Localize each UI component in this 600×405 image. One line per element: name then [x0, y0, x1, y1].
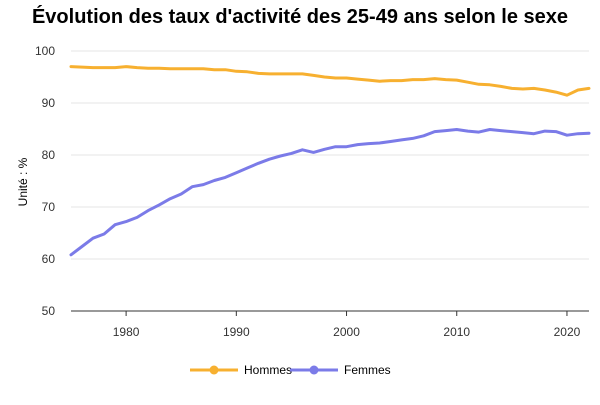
- x-tick-label: 2000: [333, 325, 360, 339]
- x-tick-label: 1990: [223, 325, 250, 339]
- legend-swatch-marker: [309, 365, 319, 375]
- y-axis-title: Unité : %: [16, 157, 30, 206]
- y-tick-label: 50: [42, 304, 56, 318]
- x-tick-label: 1980: [113, 325, 140, 339]
- series-line-hommes: [69, 65, 591, 97]
- y-tick-label: 100: [35, 44, 55, 58]
- legend-label: Hommes: [244, 363, 292, 377]
- x-tick-label: 2010: [443, 325, 470, 339]
- y-tick-label: 70: [42, 200, 56, 214]
- y-tick-label: 60: [42, 252, 56, 266]
- legend-item-femmes[interactable]: Femmes: [290, 363, 391, 377]
- series-line-femmes: [69, 128, 591, 257]
- y-tick-label: 90: [42, 96, 56, 110]
- legend-swatch-marker: [209, 365, 219, 375]
- y-tick-label: 80: [42, 148, 56, 162]
- x-tick-label: 2020: [554, 325, 581, 339]
- legend-item-hommes[interactable]: Hommes: [190, 363, 292, 377]
- legend-label: Femmes: [344, 363, 391, 377]
- chart-title: Évolution des taux d'activité des 25-49 …: [31, 6, 569, 28]
